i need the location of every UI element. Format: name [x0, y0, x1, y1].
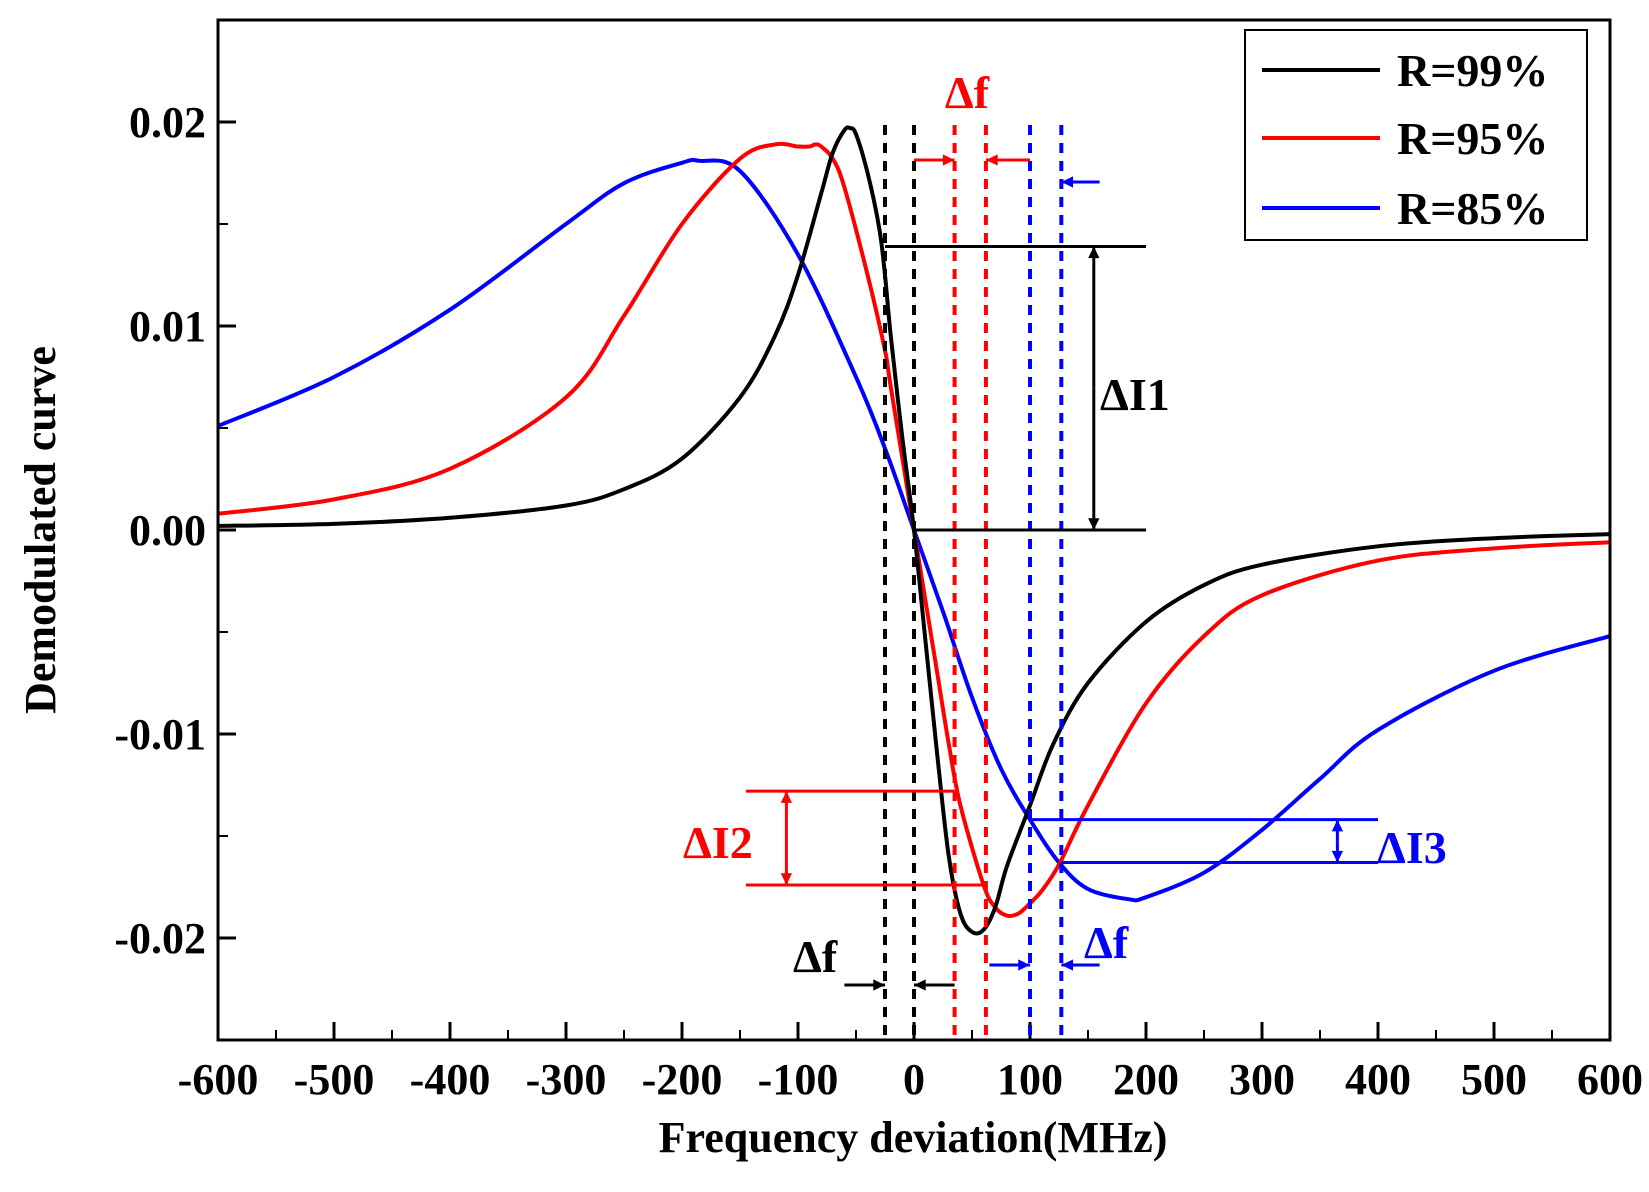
y-tick-label: -0.01: [114, 710, 206, 759]
delta-f-blue-top-arrow-head: [1061, 176, 1074, 188]
x-tick-label: 600: [1577, 1055, 1643, 1104]
ticks-layer: -600 -500 -400 -300 -200 -100 0 100 200 300 400 500…: [114, 19, 1643, 1104]
y-axis-title: Demodulated curve: [16, 346, 65, 714]
plot-frame: [216, 18, 1612, 1042]
delta-i1-arrow-down-head: [1088, 518, 1100, 530]
annotation-delta-f-blue: Δf: [1084, 917, 1129, 968]
legend: R=99% R=95% R=85%: [1244, 29, 1588, 241]
x-tick-label: -100: [758, 1055, 839, 1104]
legend-label-r99: R=99%: [1397, 45, 1548, 96]
delta-f-black-left-arrow-head: [873, 979, 885, 991]
delta-f-red-right-arrow-head: [985, 154, 998, 166]
y-tick-label: 0.00: [129, 506, 206, 555]
legend-label-r95: R=95%: [1397, 113, 1548, 164]
x-axis-title: Frequency deviation(MHz): [659, 1113, 1168, 1162]
series-line-85: [217, 157, 1611, 903]
delta-f-blue-right-arrow-head: [1061, 959, 1074, 971]
delta-f-red-left-arrow-head: [942, 154, 955, 166]
x-tick-label: 500: [1461, 1055, 1527, 1104]
x-tick-label: 300: [1229, 1055, 1295, 1104]
x-tick-label: 0: [903, 1055, 925, 1104]
x-tick-label: 400: [1345, 1055, 1411, 1104]
x-tick-label: -200: [642, 1055, 723, 1104]
y-tick-label: -0.02: [114, 914, 206, 963]
annotation-delta-i3: ΔI3: [1377, 822, 1447, 873]
legend-box: [1244, 29, 1588, 241]
delta-f-blue-left-arrow-head: [1018, 959, 1030, 971]
y-tick-label: 0.01: [129, 302, 206, 351]
annotations-layer: [745, 125, 1378, 1040]
x-tick-label: 100: [997, 1055, 1063, 1104]
x-tick-label: -300: [526, 1055, 607, 1104]
delta-i2-arrow-up-head: [780, 791, 793, 803]
x-tick-label: 200: [1113, 1055, 1179, 1104]
annotation-delta-i1: ΔI1: [1100, 369, 1170, 420]
annotation-delta-f-black: Δf: [793, 931, 838, 982]
legend-label-r85: R=85%: [1397, 183, 1548, 234]
y-tick-label: 0.02: [129, 98, 206, 147]
delta-f-black-right-arrow-head: [914, 979, 926, 991]
annotation-delta-i2: ΔI2: [683, 817, 753, 868]
x-tick-label: -500: [294, 1055, 375, 1104]
delta-i3-arrow-up-head: [1331, 819, 1344, 832]
annotation-delta-f-red: Δf: [945, 67, 990, 118]
delta-i1-arrow-up-head: [1088, 246, 1100, 259]
delta-i3-arrow-down-head: [1331, 850, 1344, 863]
delta-i2-arrow-down-head: [780, 873, 793, 885]
x-tick-label: -600: [178, 1055, 259, 1104]
series-line-99: [217, 125, 1611, 936]
x-tick-label: -400: [410, 1055, 491, 1104]
